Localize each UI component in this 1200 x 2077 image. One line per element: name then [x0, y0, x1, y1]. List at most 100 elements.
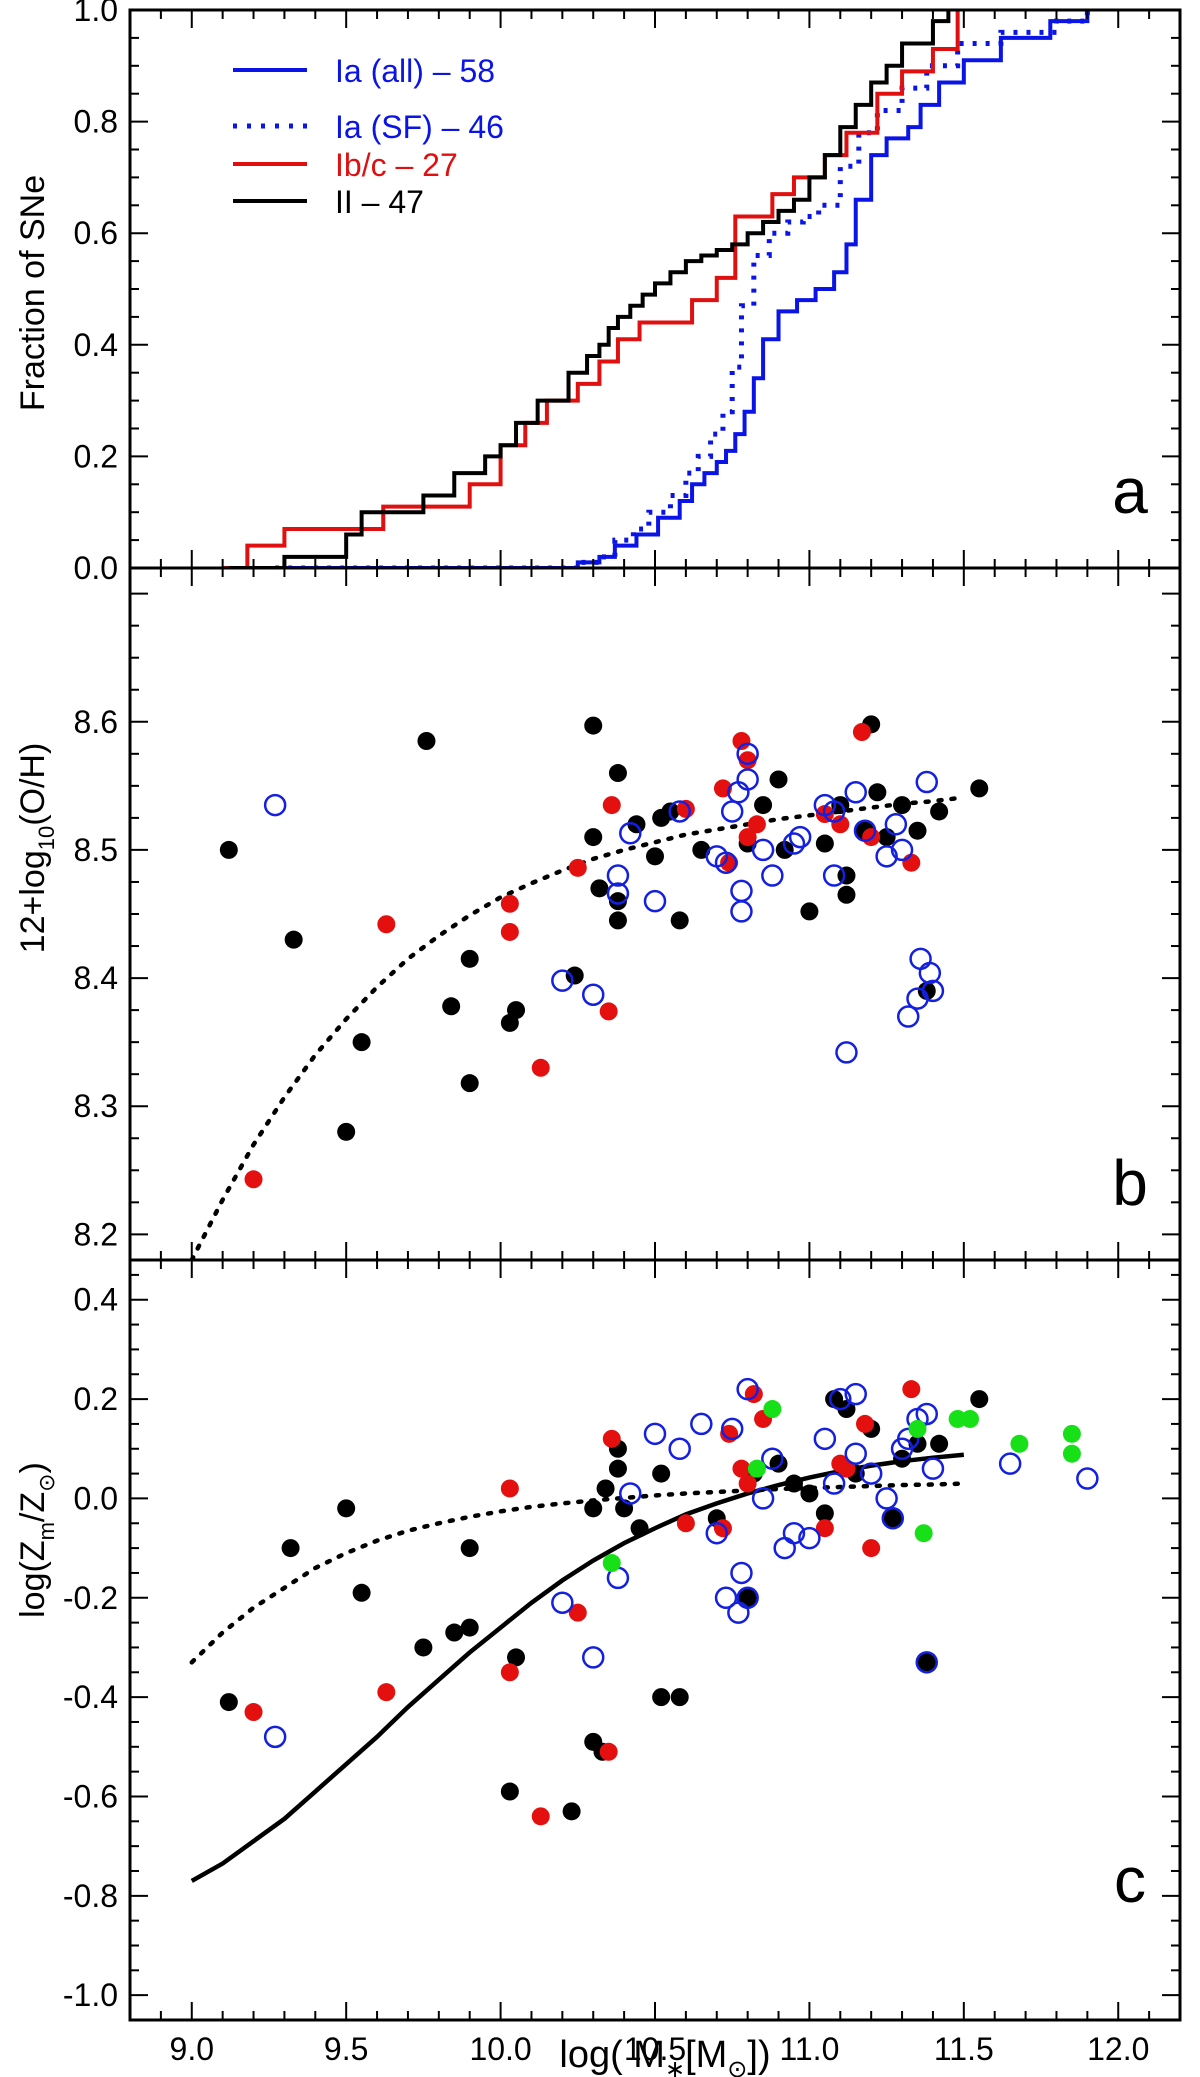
data-point-ii	[500, 1782, 519, 1801]
data-point-ibc	[902, 1380, 921, 1399]
data-point-ia	[915, 770, 939, 794]
data-point-ibc	[377, 915, 396, 934]
data-point-ia	[915, 1402, 939, 1426]
data-point-ia	[761, 1447, 784, 1470]
panel-c-plot-area	[189, 1377, 1099, 1883]
x-tick-label: 9.5	[324, 2031, 368, 2067]
y-tick-label: -1.0	[63, 1977, 118, 2013]
data-point-ia	[263, 793, 287, 817]
data-point-ibc	[500, 1663, 519, 1682]
data-point-ibc	[747, 815, 766, 834]
data-point-ii	[590, 879, 609, 898]
x-tick-label: 12.0	[1087, 2031, 1149, 2067]
data-point-ibc	[738, 828, 757, 847]
data-point-ii	[445, 1623, 464, 1642]
y-tick-label: 0.0	[74, 1480, 118, 1516]
data-point-ia	[761, 864, 784, 887]
data-point-ii	[868, 783, 887, 802]
data-point-ia	[1076, 1467, 1099, 1490]
data-point-ia	[705, 1521, 729, 1545]
data-point-ia	[844, 1382, 867, 1406]
data-point-ia	[773, 1536, 796, 1560]
panel-c-letter: c	[1114, 1844, 1146, 1916]
data-point-ia	[751, 838, 775, 862]
data-point-ibc	[902, 853, 921, 872]
fit-curve-dotted	[189, 1481, 967, 1665]
data-point-ii	[738, 1588, 757, 1607]
data-point-green	[961, 1409, 979, 1428]
data-point-ia	[581, 983, 605, 1006]
data-point-green	[1062, 1424, 1081, 1443]
panel-c: 9.0 9.5 10.0 10.5 11.0 11.5 12.0 -1.0 -0.8 -0.6 -0…	[14, 1258, 1182, 2077]
panel-data	[222, 10, 1090, 568]
fit-curve-solid	[190, 1452, 965, 1883]
x-tick-label: 10.0	[469, 2031, 531, 2067]
data-point-ii	[815, 1504, 834, 1523]
data-point-ia	[736, 1586, 759, 1610]
data-point-ia	[782, 832, 806, 855]
data-point-ii	[584, 828, 603, 847]
panel-a: 0.0 0.2 0.4 0.6 0.8 1.0 Fraction of SNe a Ia …	[14, 0, 1182, 586]
data-point-ia	[835, 1041, 858, 1064]
panel-a-letter: a	[1112, 455, 1148, 527]
data-point-ii	[596, 1479, 615, 1498]
data-point-ia	[859, 1462, 883, 1485]
data-point-ii	[460, 949, 479, 968]
data-point-ia	[714, 1586, 738, 1610]
data-point-ii	[652, 1464, 671, 1483]
data-point-ia	[798, 1526, 821, 1550]
x-tick-label: 10.5	[624, 2031, 686, 2067]
data-point-ia	[736, 742, 759, 766]
data-point-ibc	[500, 1479, 519, 1498]
cdf-line-ia	[275, 10, 1090, 568]
y-tick-label: -0.4	[63, 1679, 118, 1715]
data-point-ia	[751, 1487, 775, 1510]
data-point-ibc	[738, 1474, 757, 1493]
panel-b-letter: b	[1112, 1147, 1148, 1219]
data-point-ii	[815, 834, 834, 853]
data-point-ii	[414, 1638, 433, 1657]
data-point-ii	[917, 981, 936, 1000]
data-point-ibc	[244, 1170, 263, 1189]
cdf-line-ia-sf	[275, 10, 1090, 568]
data-point-ii	[893, 796, 912, 815]
y-tick-label: 8.2	[74, 1216, 118, 1252]
data-point-ii	[646, 847, 664, 866]
data-point-ibc	[377, 1683, 396, 1702]
data-point-ii	[775, 840, 794, 859]
data-point-ibc	[599, 1002, 618, 1021]
data-point-ibc	[602, 1429, 621, 1448]
data-point-ibc	[815, 1519, 834, 1538]
data-point-ii	[769, 1454, 788, 1473]
data-point-ia	[829, 1387, 852, 1411]
data-point-ia	[668, 800, 691, 823]
data-point-ii	[883, 1509, 902, 1528]
data-point-ia	[720, 1417, 744, 1441]
cdf-line-ii	[228, 10, 951, 568]
y-tick-label: -0.2	[63, 1580, 118, 1616]
data-point-ii	[284, 930, 303, 949]
data-point-ia	[788, 825, 812, 849]
data-point-ibc	[856, 1414, 874, 1433]
data-point-ia	[998, 1452, 1022, 1475]
panel-b-plot-area	[189, 715, 989, 1260]
data-point-ii	[837, 866, 856, 885]
data-point-ii	[219, 1693, 238, 1712]
data-point-ii	[352, 1033, 371, 1052]
data-point-ii	[442, 997, 461, 1016]
data-point-ibc	[831, 1454, 850, 1473]
data-point-ia	[896, 1427, 920, 1451]
panel-c-axes: 9.0 9.5 10.0 10.5 11.0 11.5 12.0 -1.0 -0.8 -0.6 -0…	[63, 1258, 1182, 2067]
y-tick-label: 8.4	[74, 960, 118, 996]
data-point-ia	[643, 1422, 667, 1446]
data-point-ibc	[500, 894, 519, 913]
data-point-ii	[769, 770, 788, 789]
data-point-ii	[608, 892, 627, 911]
data-point-ia	[921, 979, 945, 1003]
panel-data	[189, 715, 989, 1260]
data-point-ia	[844, 781, 867, 804]
legend-ia-sf-label: Ia (SF) – 46	[335, 109, 504, 145]
panel-a-ylabel: Fraction of SNe	[14, 175, 52, 411]
data-point-ii	[970, 1390, 989, 1409]
